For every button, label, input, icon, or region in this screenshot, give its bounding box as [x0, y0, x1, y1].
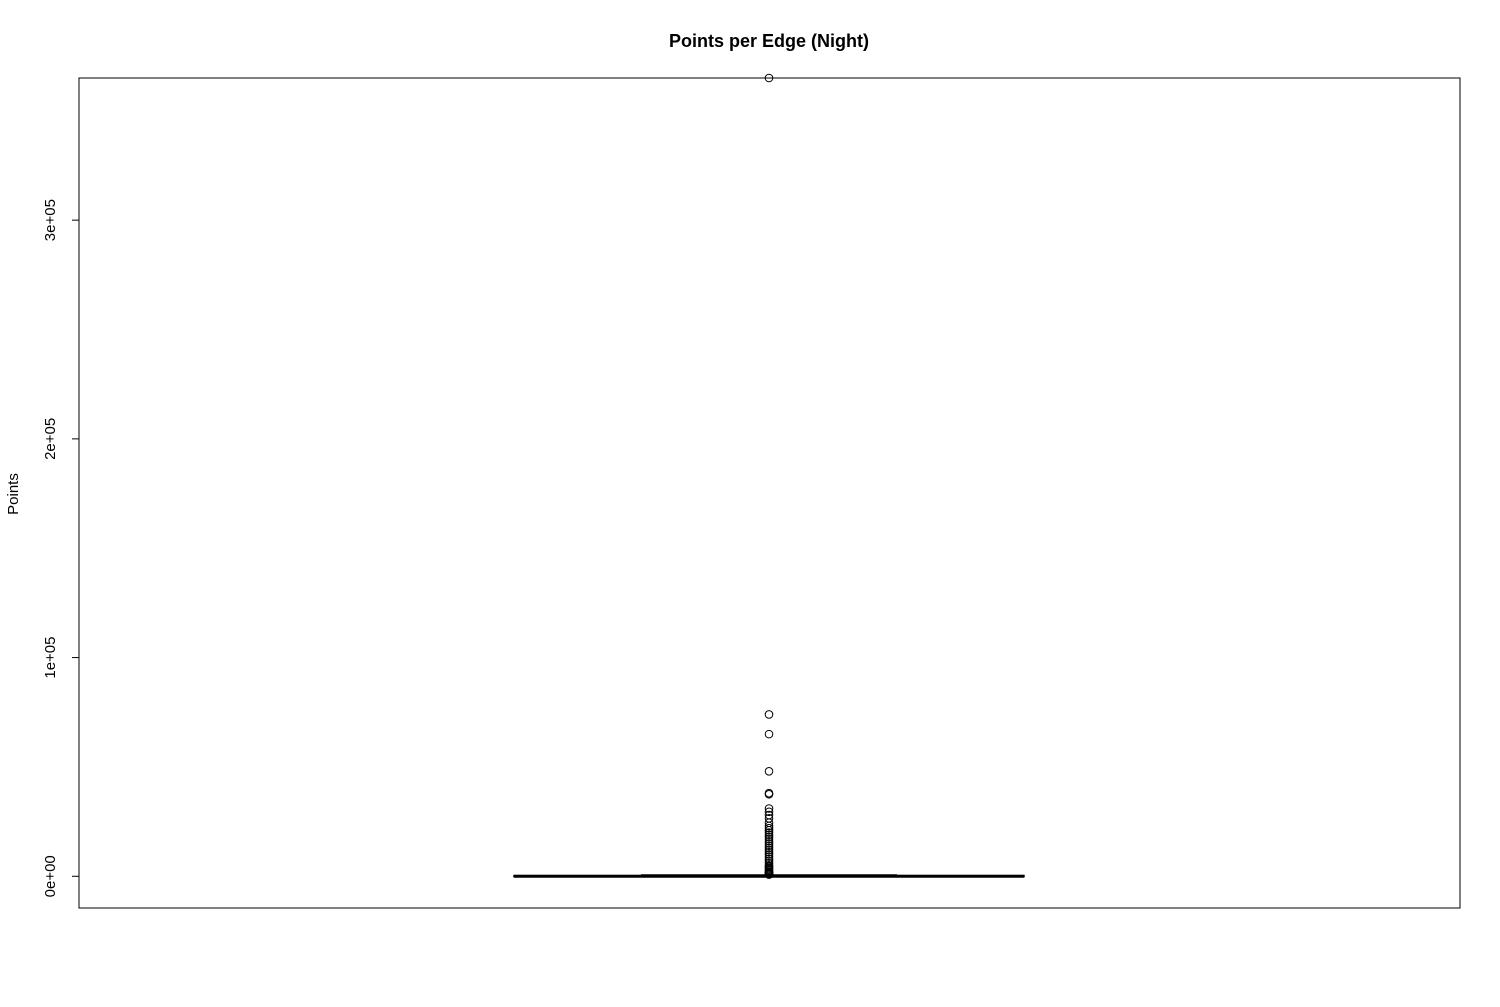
outlier-point — [764, 834, 774, 844]
outlier-point — [764, 828, 774, 837]
chart-title: Points per Edge (Night) — [669, 31, 869, 51]
outlier-point — [764, 823, 774, 833]
outlier-point — [764, 830, 774, 840]
outlier-point — [764, 841, 774, 850]
outlier-point — [764, 767, 774, 776]
outlier-point — [764, 710, 774, 719]
outlier-point — [764, 789, 774, 799]
plot-frame — [78, 77, 1461, 909]
y-axis-label: Points — [5, 473, 22, 515]
y-tick-label: 3e+05 — [42, 199, 59, 241]
outlier-point — [764, 73, 774, 83]
outlier-point — [764, 852, 774, 861]
outlier-point — [764, 826, 774, 835]
outliers — [764, 73, 774, 879]
outlier-point — [764, 821, 774, 831]
y-tick-label: 0e+00 — [42, 855, 59, 897]
outlier-point — [764, 804, 774, 813]
y-tick-label: 1e+05 — [42, 637, 59, 679]
outlier-point — [764, 843, 774, 853]
outlier-point — [764, 839, 774, 848]
outlier-point — [764, 729, 774, 739]
y-axis: 0e+00 1e+05 2e+05 3e+05 — [42, 199, 80, 897]
outlier-point — [764, 807, 774, 817]
outlier-point — [764, 850, 774, 859]
outlier-point — [764, 832, 774, 842]
outlier-point — [764, 845, 774, 855]
y-tick-label: 2e+05 — [42, 418, 59, 460]
outlier-point — [764, 836, 774, 846]
outlier-point — [764, 870, 774, 879]
outlier-point — [764, 847, 774, 857]
